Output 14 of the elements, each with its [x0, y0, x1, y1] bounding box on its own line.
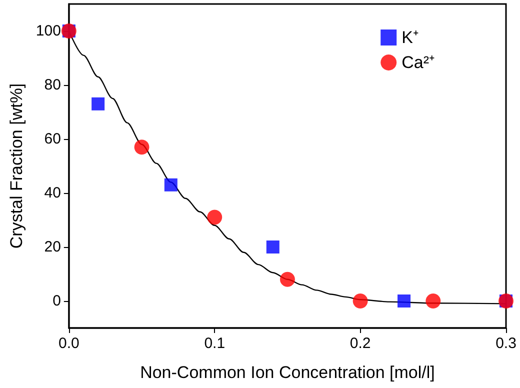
x-tick-label: 0.1	[204, 335, 226, 352]
y-tick-label: 0	[52, 292, 61, 310]
y-tick-label: 80	[44, 76, 61, 94]
y-tick-label: 20	[44, 238, 61, 256]
y-axis-title: Crystal Fraction [wt%]	[7, 83, 26, 249]
legend-label: Ca²⁺	[402, 53, 436, 72]
x-axis-title: Non-Common Ion Concentration [mol/l]	[140, 363, 435, 382]
x-tick-label: 0.0	[58, 335, 80, 352]
legend-label: K⁺	[402, 28, 419, 47]
x-tick-label: 0.2	[350, 335, 371, 352]
y-tick-label: 40	[44, 184, 61, 202]
y-tick-label: 100	[36, 22, 61, 40]
x-tick-label: 0.3	[496, 335, 516, 352]
y-tick-label: 60	[44, 130, 61, 148]
